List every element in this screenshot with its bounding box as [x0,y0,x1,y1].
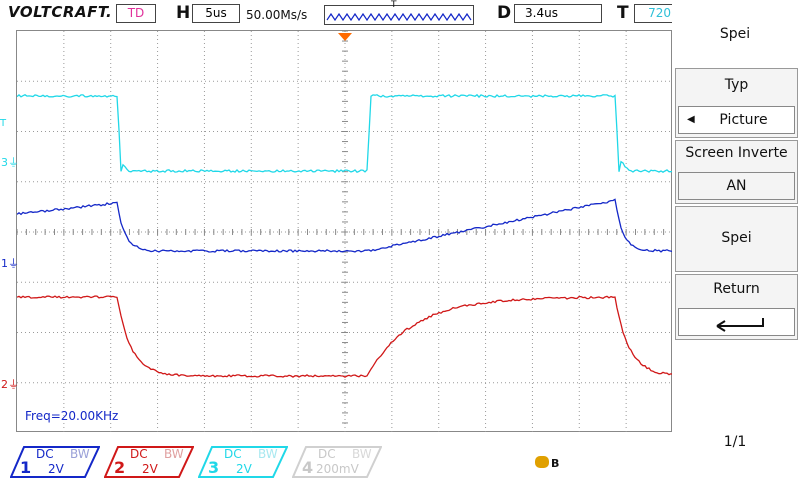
ch2-marker-label: 2 [1,378,8,391]
channel-3-coupling: DC [224,447,242,461]
return-arrow-icon [709,312,769,332]
screen-invert-button[interactable]: AN [678,172,795,200]
ch1-ground-marker[interactable]: 1⏚ [1,255,19,271]
waveform-grid [17,31,673,433]
return-group: Return [675,274,798,340]
channel-1-number: 1 [20,458,31,477]
delay-value: 3.4us [514,4,602,23]
channel-4-status[interactable]: 4 DC BW 200mV [292,446,378,478]
brand-logo: VOLTCRAFT. [8,3,112,21]
trigger-level-marker[interactable]: T [0,118,6,129]
type-option-group: Typ ◀ Picture [675,68,798,138]
channel-2-status[interactable]: 2 DC BW 2V [104,446,190,478]
channel-2-scale: 2V [142,462,158,476]
save-label: Spei [676,230,797,246]
channel-3-number: 3 [208,458,219,477]
memory-waveform-indicator: T [324,5,474,25]
usb-icon: B [534,454,560,470]
trigger-position-marker: T [391,0,397,10]
channel-3-status[interactable]: 3 DC BW 2V [198,446,284,478]
screen-invert-label: Screen Inverte [676,145,797,161]
channel-1-status[interactable]: 1 DC BW 2V [10,446,96,478]
timebase-value: 5us [192,4,240,23]
delay-label: D [497,3,511,24]
channel-3-scale: 2V [236,462,252,476]
left-triangle-icon: ◀ [687,107,695,133]
ch3-ground-marker[interactable]: 3⏚ [1,154,19,170]
menu-title: Spei [672,26,798,42]
grid-lines [17,31,670,432]
channel-3-waveform [17,95,673,172]
svg-text:B: B [551,457,559,470]
ch3-marker-label: 3 [1,156,8,169]
ch2-ground-marker[interactable]: 2⏚ [1,376,19,392]
channel-4-scale: 200mV [316,462,359,476]
channel-3-bw: BW [258,447,278,461]
memory-wave-icon [325,6,475,26]
screen-invert-group: Screen Inverte AN [675,140,798,204]
return-label: Return [676,281,797,297]
channel-4-number: 4 [302,458,313,477]
channel-1-bw: BW [70,447,90,461]
ch1-marker-label: 1 [1,257,8,270]
channel-4-bw: BW [352,447,372,461]
channel-2-bw: BW [164,447,184,461]
trigger-mode-badge: TD [116,4,156,23]
waveform-display[interactable]: Freq=20.00KHz [16,30,672,432]
horizontal-label: H [176,3,190,24]
frequency-readout: Freq=20.00KHz [25,409,118,423]
trigger-level-value: 720 [634,4,674,23]
channel-status-bar: 1 DC BW 2V 2 DC BW 2V 3 DC BW 2V 4 DC BW… [0,440,672,480]
channel-2-coupling: DC [130,447,148,461]
return-button[interactable] [678,308,795,336]
channel-4-coupling: DC [318,447,336,461]
type-label: Typ [676,77,797,93]
channel-2-waveform [17,296,673,377]
channel-2-number: 2 [114,458,125,477]
trigger-position-arrow[interactable] [338,33,352,41]
channel-1-coupling: DC [36,447,54,461]
trigger-level-label: T [617,3,629,24]
save-menu-panel: Spei Typ ◀ Picture Screen Inverte AN Spe… [672,0,800,480]
top-status-bar: VOLTCRAFT. TD H 5us 50.00Ms/s T D 3.4us … [0,0,672,28]
channel-1-scale: 2V [48,462,64,476]
sample-rate: 50.00Ms/s [246,8,307,22]
type-value: Picture [705,112,767,128]
page-indicator: 1/1 [672,434,798,450]
type-select-button[interactable]: ◀ Picture [678,106,795,134]
save-button[interactable]: Spei [675,206,798,272]
